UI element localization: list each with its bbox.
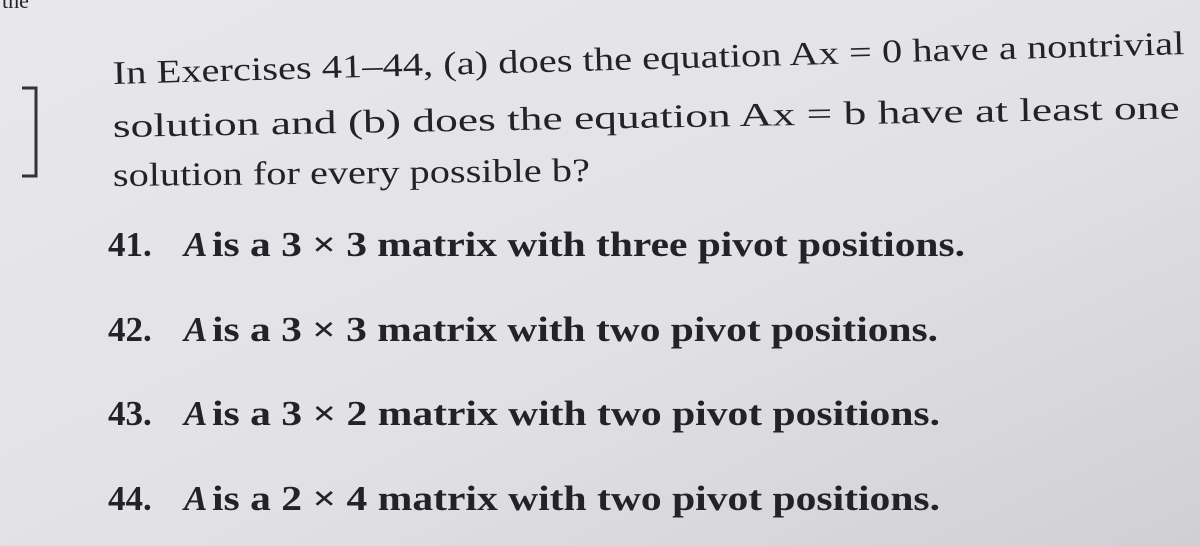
exercise-text: is a 2 × 4 matrix with two pivot positio… <box>212 479 940 518</box>
exercise-text: is a 3 × 3 matrix with two pivot positio… <box>212 310 938 349</box>
exercise-text: is a 3 × 3 matrix with three pivot posit… <box>212 225 965 264</box>
exercise-number: 44. <box>108 479 152 518</box>
cut-off-text: the <box>2 0 29 13</box>
exercise-variable: A <box>182 225 207 264</box>
exercise-text: is a 3 × 2 matrix with two pivot positio… <box>212 394 940 433</box>
exercise-variable: A <box>182 394 207 433</box>
intro-line: solution for every possible b? <box>113 153 590 194</box>
exercise-variable: A <box>182 310 207 349</box>
exercise-variable: A <box>182 479 207 518</box>
bracket <box>22 86 38 178</box>
exercise-number: 42. <box>108 310 152 349</box>
exercise-number: 41. <box>108 225 152 264</box>
exercise-number: 43. <box>108 394 152 433</box>
